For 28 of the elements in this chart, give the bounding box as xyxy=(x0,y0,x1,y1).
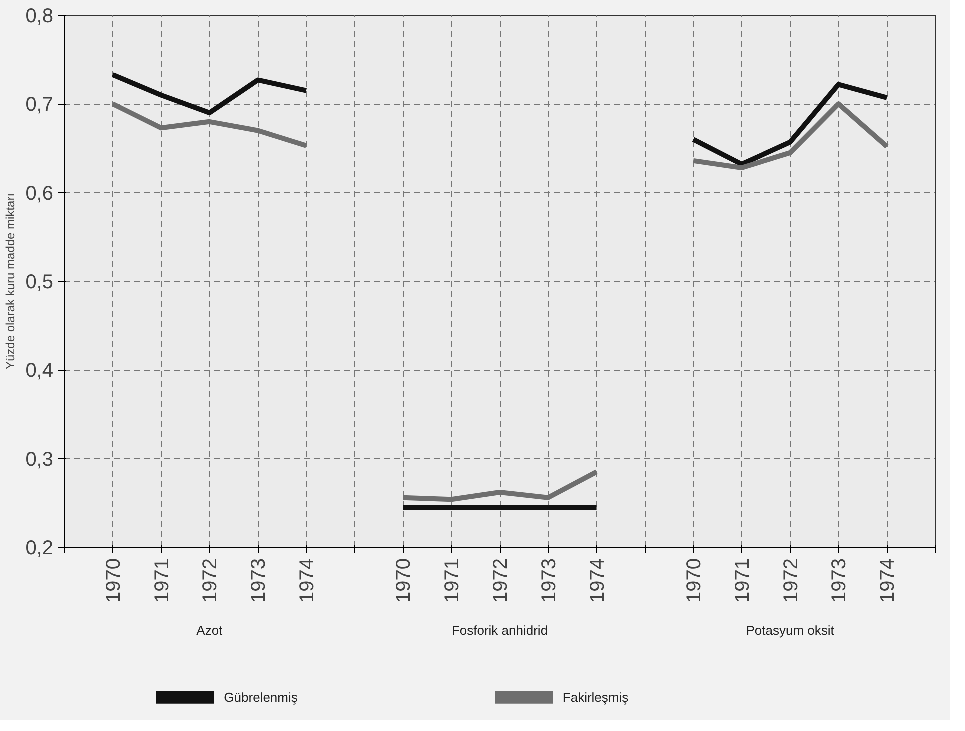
legend-label: Fakirleşmiş xyxy=(562,690,630,705)
x-tick-label: 1973 xyxy=(538,558,560,603)
legend-label: Gübrelenmiş xyxy=(224,690,298,705)
y-tick-label: 0,2 xyxy=(26,538,54,560)
x-tick-label: 1972 xyxy=(200,558,222,603)
y-axis-title: Yüzde olarak kuru madde miktarı xyxy=(4,193,18,370)
x-tick-label: 1970 xyxy=(684,558,706,603)
x-tick-label: 1974 xyxy=(877,558,900,603)
text: Potasyum oksit xyxy=(746,622,835,638)
x-tick-label: 1971 xyxy=(151,558,174,603)
y-tick-label: 0,8 xyxy=(26,6,54,28)
x-tick-label: 1971 xyxy=(732,558,754,603)
x-tick-label: 1973 xyxy=(828,558,851,603)
y-tick-label: 0,7 xyxy=(26,94,54,116)
text: Azot xyxy=(196,622,224,638)
x-tick-label: 1972 xyxy=(780,558,802,603)
x-tick-label: 1974 xyxy=(296,558,318,603)
x-tick-label: 1970 xyxy=(393,558,416,603)
y-tick-label: 0,6 xyxy=(26,182,54,205)
x-tick-label: 1973 xyxy=(248,558,270,603)
y-tick-label: 0,4 xyxy=(26,360,54,382)
x-tick-label: 1974 xyxy=(586,558,609,603)
x-tick-label: 1970 xyxy=(102,558,125,603)
text: Fosforik anhidrid xyxy=(452,622,548,638)
x-tick-label: 1972 xyxy=(490,558,512,603)
y-tick-label: 0,5 xyxy=(26,272,54,294)
y-tick-label: 0,3 xyxy=(26,448,54,471)
x-tick-label: 1971 xyxy=(442,558,464,603)
